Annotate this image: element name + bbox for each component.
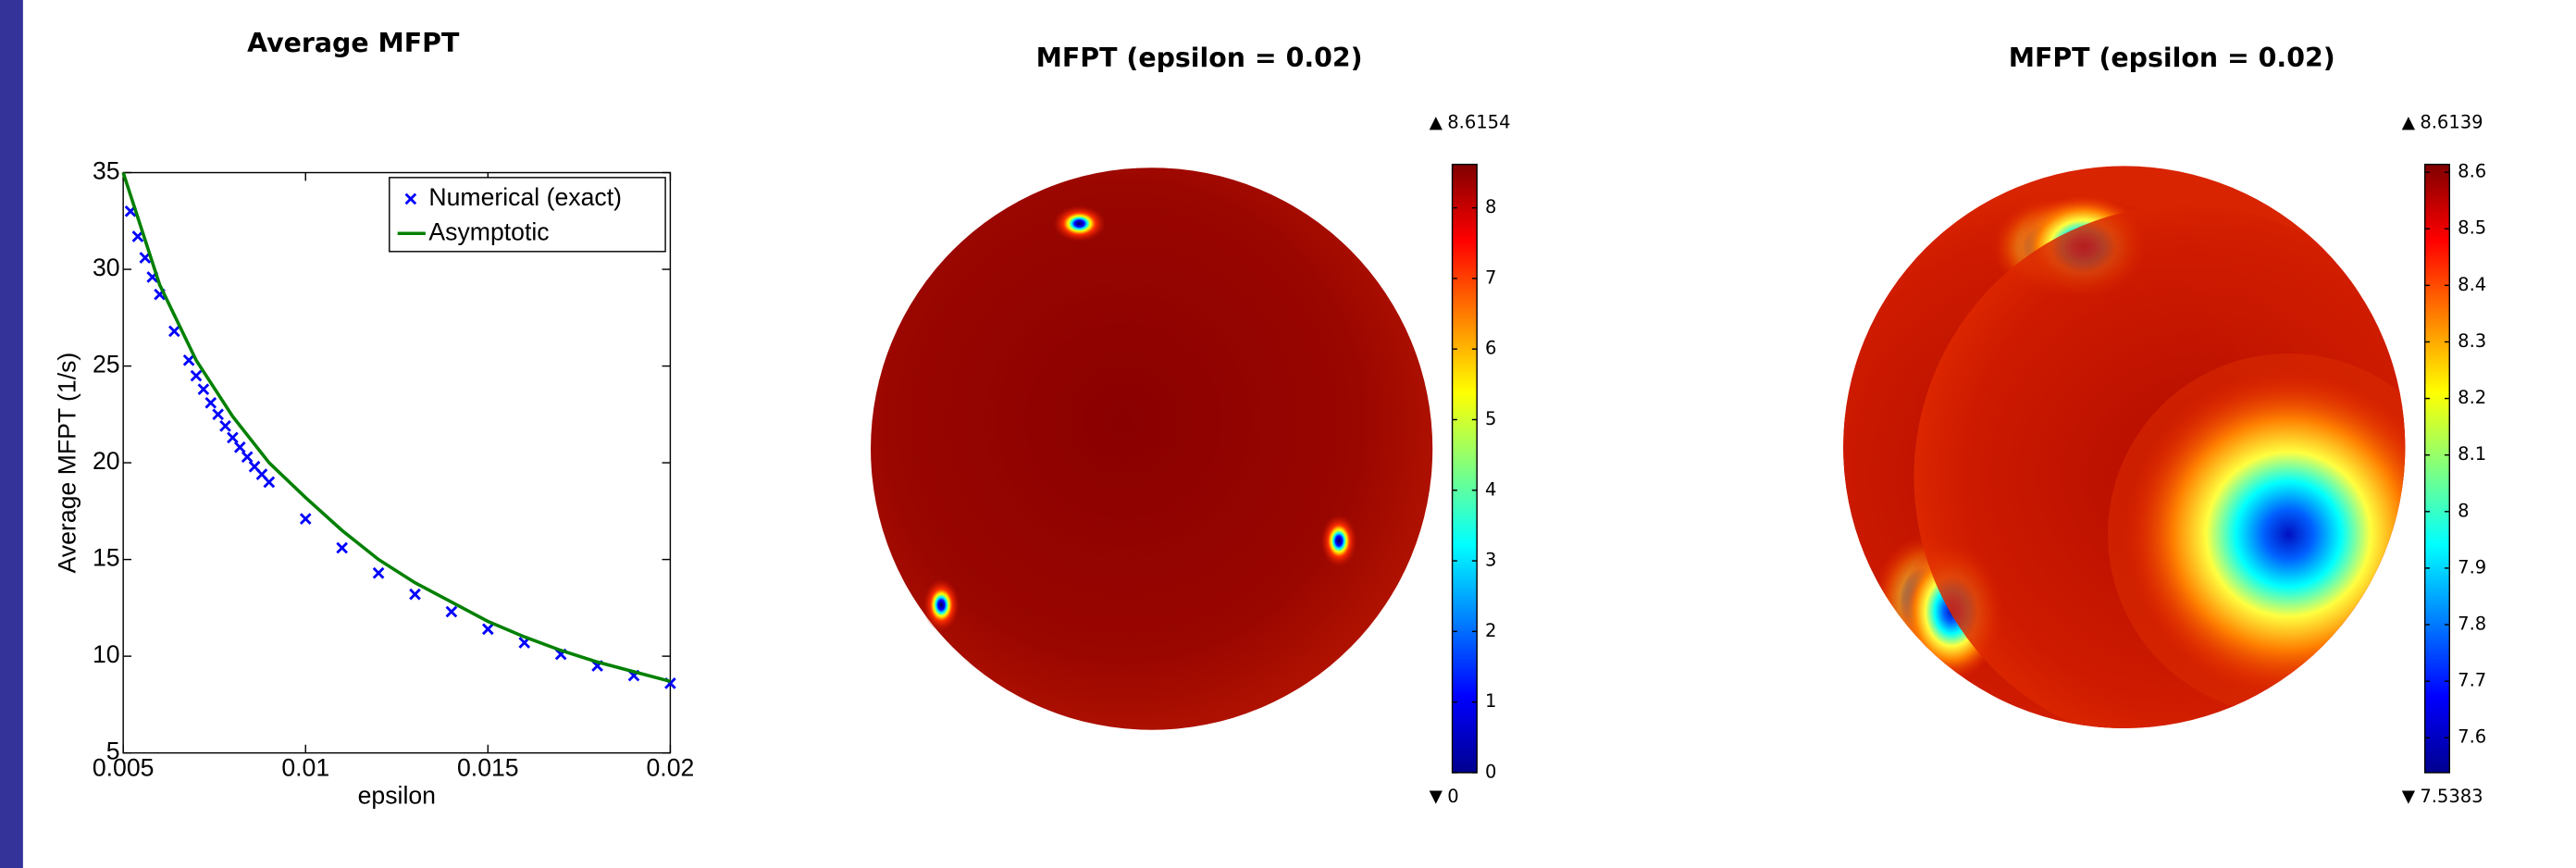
- colorbar-min-label: 7.5383: [2420, 786, 2483, 807]
- colorbar-tick-label: 7: [1485, 267, 1496, 288]
- min-arrow: [1430, 791, 1443, 804]
- colorbar-tick-label: 1: [1485, 690, 1496, 712]
- colorbar-tick-label: 6: [1485, 338, 1496, 359]
- legend-label: Numerical (exact): [428, 183, 622, 211]
- colorbar-tick-label: 8.6: [2458, 161, 2486, 182]
- chart-title: MFPT (epsilon = 0.02): [2009, 43, 2335, 73]
- y-tick-label: 35: [93, 157, 120, 185]
- colorbar-min-label: 0: [1447, 786, 1458, 807]
- colorbar-tick-label: 8.2: [2458, 387, 2486, 408]
- colorbar-tick-label: 7.7: [2458, 670, 2486, 691]
- colorbar-tick-label: 3: [1485, 550, 1496, 571]
- chart-title: Average MFPT: [247, 28, 460, 58]
- colorbar-tick-label: 8.3: [2458, 330, 2486, 352]
- side-bar: [0, 0, 23, 868]
- chart-title: MFPT (epsilon = 0.02): [1036, 43, 1363, 73]
- colorbar-tick-label: 8.5: [2458, 217, 2486, 239]
- colorbar-tick-label: 2: [1485, 620, 1496, 641]
- x-axis-label: epsilon: [358, 782, 436, 810]
- colorbar-tick-label: 5: [1485, 408, 1496, 429]
- x-tick-label: 0.005: [93, 753, 155, 781]
- max-arrow: [1430, 117, 1443, 130]
- x-tick-label: 0.02: [647, 753, 695, 781]
- colorbar-tick-label: 8.4: [2458, 274, 2486, 295]
- y-tick-label: 5: [106, 738, 120, 765]
- max-arrow: [2402, 117, 2415, 130]
- colorbar-max-label: 8.6154: [1447, 112, 1510, 133]
- colorbar: [1453, 165, 1478, 773]
- x-tick-label: 0.015: [457, 753, 519, 781]
- slide: Average MFPT0.0050.010.0150.025101520253…: [0, 0, 2576, 868]
- legend-label: Asymptotic: [428, 217, 549, 245]
- colorbar-tick-label: 0: [1485, 761, 1496, 782]
- page: Average MFPT0.0050.010.0150.025101520253…: [0, 0, 2576, 868]
- y-tick-label: 15: [93, 544, 120, 572]
- colorbar-tick-label: 8.1: [2458, 443, 2486, 465]
- y-tick-label: 25: [93, 351, 120, 378]
- y-tick-label: 20: [93, 447, 120, 475]
- y-axis-label: Average MFPT (1/s): [54, 353, 81, 574]
- y-tick-label: 10: [93, 640, 120, 668]
- colorbar-tick-label: 7.9: [2458, 556, 2486, 577]
- sphere-3: [1725, 165, 2469, 749]
- colorbar-tick-label: 8: [2458, 500, 2469, 521]
- colorbar-tick-label: 8: [1485, 196, 1496, 217]
- y-tick-label: 30: [93, 254, 120, 281]
- plot-area: [123, 173, 670, 753]
- colorbar-tick-label: 7.8: [2458, 614, 2486, 635]
- colorbar-max-label: 8.6139: [2420, 112, 2483, 133]
- colorbar-tick-label: 4: [1485, 478, 1496, 500]
- colorbar-tick-label: 7.6: [2458, 726, 2486, 748]
- min-arrow: [2402, 791, 2415, 804]
- sphere-2: [871, 167, 1432, 730]
- x-tick-label: 0.01: [281, 753, 329, 781]
